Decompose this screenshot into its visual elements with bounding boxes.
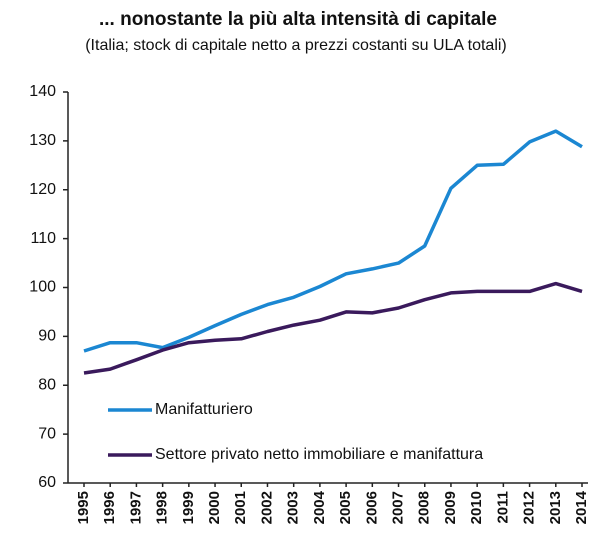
y-tick-label: 70 <box>38 425 56 442</box>
x-tick-label: 1998 <box>154 491 171 524</box>
chart-title: ... nonostante la più alta intensità di … <box>99 9 497 30</box>
x-tick-label: 1995 <box>75 491 92 524</box>
x-tick-label: 2009 <box>442 491 459 524</box>
y-tick-label: 120 <box>29 181 56 198</box>
x-tick-label: 2006 <box>363 491 380 524</box>
legend-label: Manifatturiero <box>155 401 253 418</box>
x-tick-label: 2004 <box>311 490 328 524</box>
y-tick-label: 110 <box>30 230 56 247</box>
chart-subtitle: (Italia; stock di capitale netto a prezz… <box>85 37 507 54</box>
x-tick-label: 2000 <box>206 491 223 524</box>
x-tick-label: 2008 <box>416 491 433 524</box>
y-tick-label: 60 <box>38 474 56 491</box>
x-tick-label: 1997 <box>127 491 144 524</box>
x-tick-label: 2001 <box>232 491 249 524</box>
y-tick-label: 80 <box>38 376 56 393</box>
x-tick-label: 2013 <box>547 491 564 524</box>
x-tick-label: 2002 <box>258 491 275 524</box>
x-tick-label: 2003 <box>285 491 302 524</box>
x-tick-label: 1996 <box>101 491 118 524</box>
x-tick-label: 1999 <box>180 491 197 524</box>
y-tick-label: 140 <box>29 83 56 100</box>
x-tick-label: 2007 <box>389 491 406 524</box>
y-tick-label: 130 <box>29 132 56 149</box>
legend-label: Settore privato netto immobiliare e mani… <box>155 446 483 463</box>
series-line <box>83 281 583 375</box>
x-tick-label: 2011 <box>494 491 511 524</box>
y-tick-label: 100 <box>29 279 56 296</box>
x-tick-label: 2012 <box>521 491 538 524</box>
x-tick-label: 2005 <box>337 491 354 524</box>
y-tick-label: 90 <box>38 328 56 345</box>
series-line <box>83 129 583 353</box>
x-tick-label: 2010 <box>468 491 485 524</box>
x-tick-label: 2014 <box>573 490 590 524</box>
